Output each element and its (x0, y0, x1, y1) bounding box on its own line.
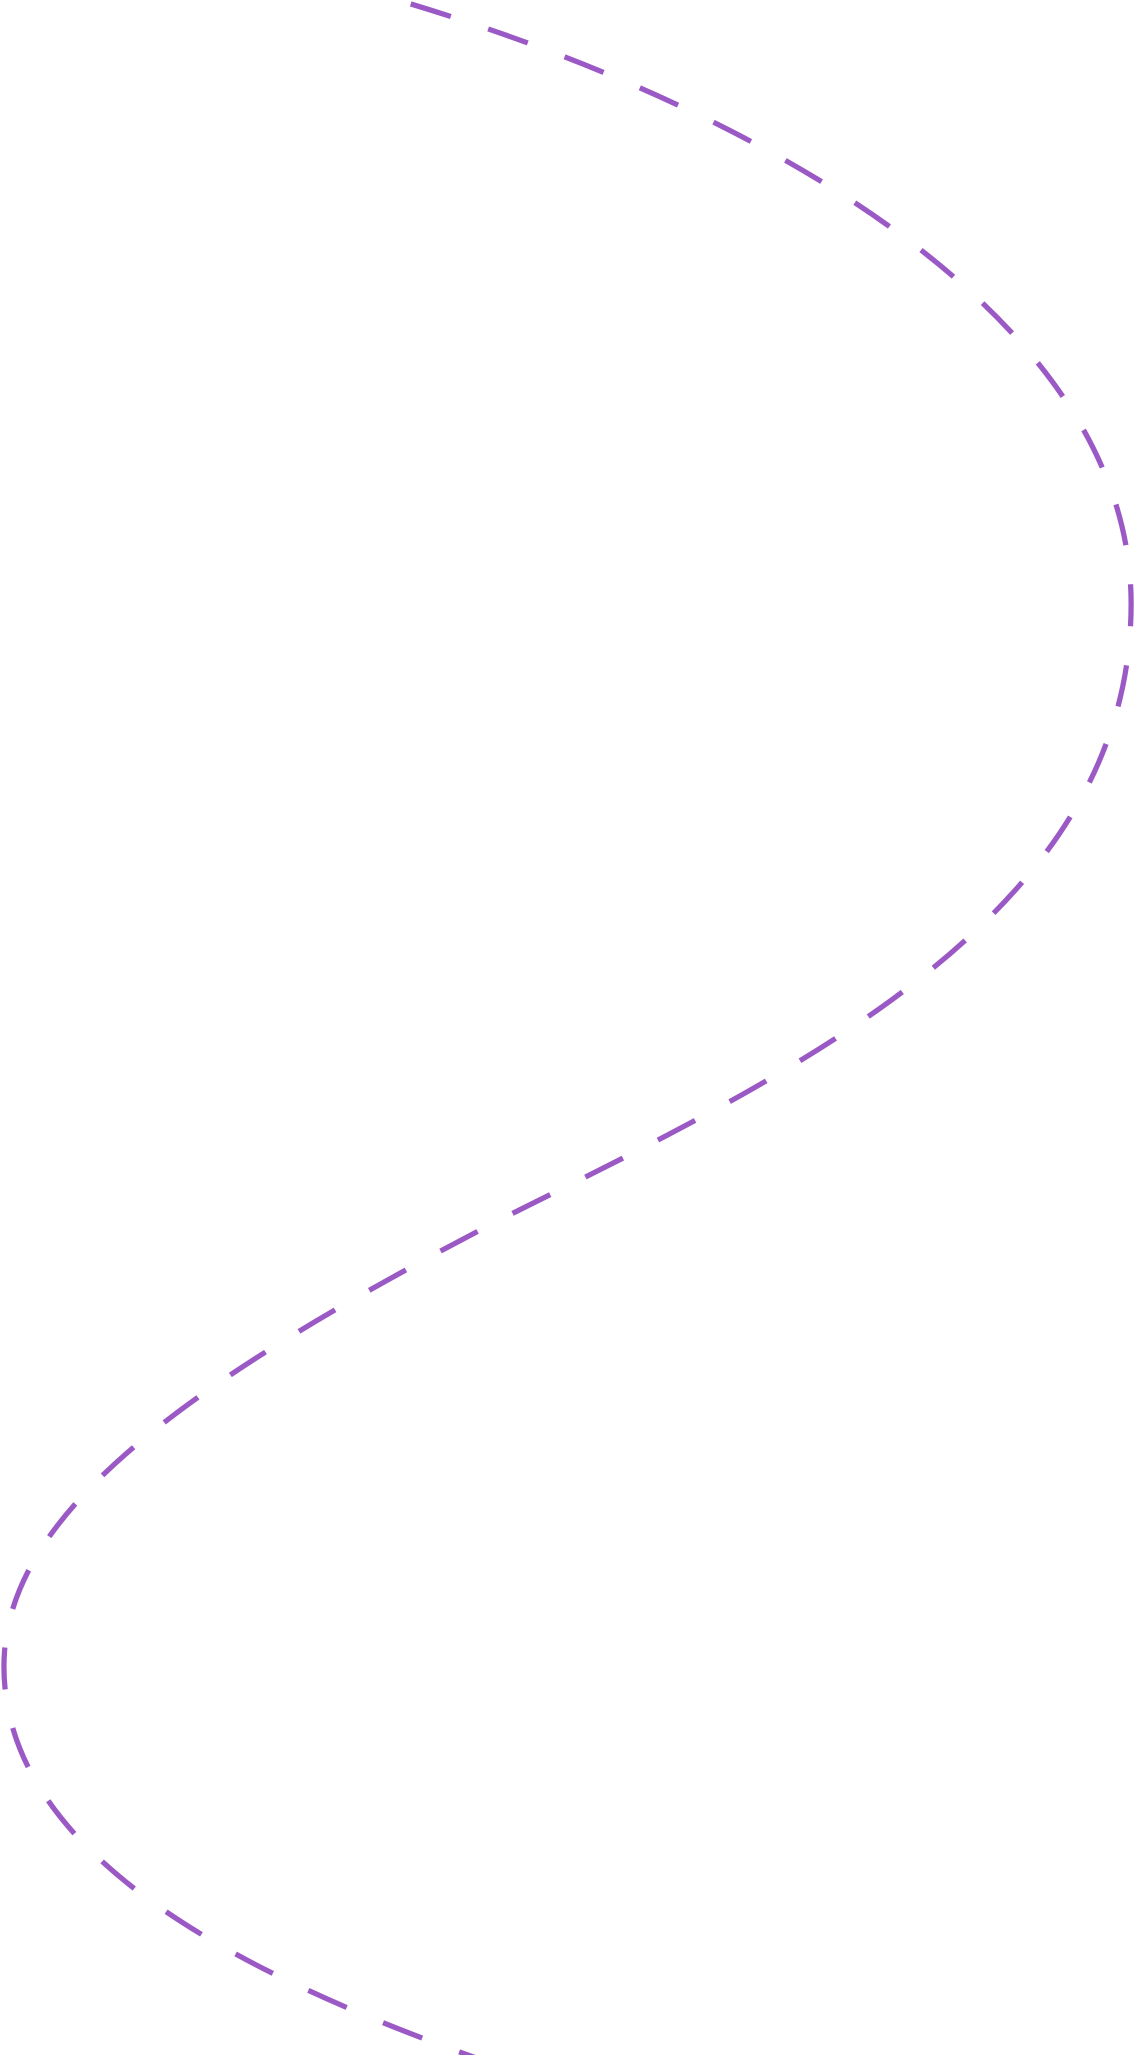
dashed-s-curve (1, 1, 1134, 2055)
decorative-canvas (1, 1, 1134, 2055)
page (0, 0, 1135, 2055)
curve-group (1, 1, 1134, 2055)
